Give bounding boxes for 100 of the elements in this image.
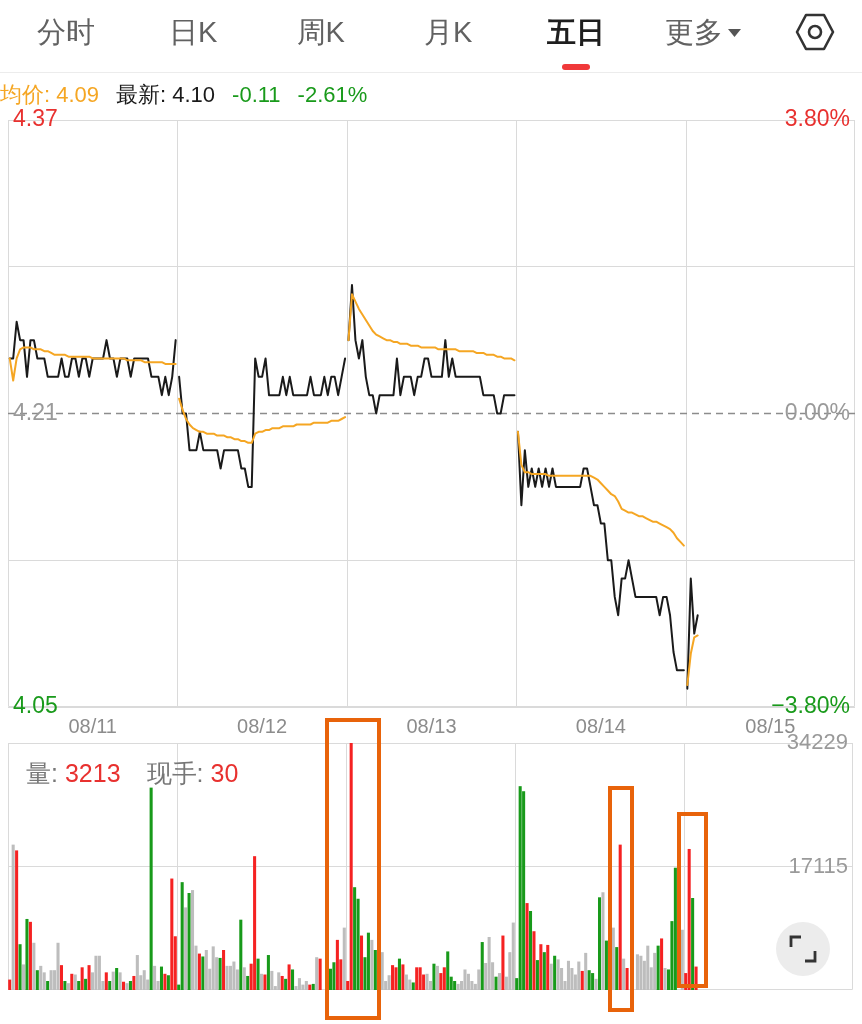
text: 五日 <box>546 15 605 50</box>
bar <box>118 972 122 990</box>
text: 月K <box>424 15 473 50</box>
bar <box>153 965 157 990</box>
bar <box>8 979 12 990</box>
bar <box>618 844 622 990</box>
bar <box>349 743 353 990</box>
bar <box>397 958 401 990</box>
bar <box>442 967 446 990</box>
bar <box>373 949 377 990</box>
bar <box>587 970 591 990</box>
bar <box>401 964 405 990</box>
bar <box>190 890 195 990</box>
bar <box>259 973 264 990</box>
bar <box>187 892 191 990</box>
bar <box>104 972 108 990</box>
bar <box>256 958 260 990</box>
bar <box>77 981 81 990</box>
bar <box>542 952 546 990</box>
bar <box>263 974 267 990</box>
bar <box>370 939 374 990</box>
bar <box>18 944 22 990</box>
bar <box>391 965 395 990</box>
text: -0.11 <box>232 82 281 108</box>
bar <box>646 945 650 990</box>
bar <box>466 973 470 990</box>
y2-tick-label: 0.00% <box>784 398 850 425</box>
text: 周K <box>296 15 345 50</box>
text: 更多 <box>665 15 724 50</box>
bar <box>21 964 26 990</box>
x-tick-label: 08/13 <box>406 714 457 737</box>
x-tick-label: 08/12 <box>237 714 288 737</box>
bar <box>35 970 39 990</box>
bar <box>222 949 226 990</box>
bar <box>577 961 581 990</box>
bar <box>418 967 422 990</box>
y-tick-label: 4.05 <box>13 692 58 719</box>
bar <box>84 978 88 990</box>
bar <box>487 936 491 990</box>
bar <box>59 965 63 990</box>
bar <box>32 942 36 990</box>
bar <box>291 969 295 990</box>
annotation: 量: <box>26 757 58 789</box>
bar <box>549 963 553 990</box>
bar <box>535 960 539 990</box>
bar <box>532 931 536 990</box>
bar <box>132 975 136 990</box>
bar <box>246 975 250 990</box>
bar <box>394 967 398 990</box>
y-tick-label: 17115 <box>788 852 848 878</box>
bar <box>511 922 515 990</box>
bar <box>480 942 484 990</box>
bar <box>39 965 43 990</box>
bar <box>87 965 91 990</box>
text: 分时 <box>36 15 95 50</box>
bar <box>660 938 664 990</box>
text: -2.61% <box>297 82 368 108</box>
bar <box>580 970 584 990</box>
bar <box>170 878 174 990</box>
bar <box>635 954 639 990</box>
bar <box>49 970 53 990</box>
bar <box>287 964 291 990</box>
bar <box>304 981 308 990</box>
bar <box>80 967 84 990</box>
bar <box>691 898 695 990</box>
bar <box>115 968 119 990</box>
bar <box>149 787 153 990</box>
bar <box>142 970 146 990</box>
bar <box>525 903 529 990</box>
bar <box>15 850 19 990</box>
annotation: 3213 <box>64 758 121 788</box>
bar <box>673 867 677 990</box>
bar <box>184 907 188 990</box>
bar <box>46 981 50 990</box>
x-tick-label: 08/11 <box>68 714 117 737</box>
bar <box>239 919 243 990</box>
bar <box>335 939 339 990</box>
annotation: 现手: <box>146 757 204 789</box>
bar <box>211 946 215 990</box>
bar <box>553 955 557 990</box>
bar <box>501 935 505 990</box>
bar <box>656 945 660 990</box>
text: 日K <box>169 15 218 50</box>
bar <box>332 962 336 990</box>
bar <box>446 951 450 990</box>
bar <box>584 952 588 990</box>
bar <box>359 935 364 990</box>
bar <box>625 968 629 990</box>
bar <box>546 944 550 990</box>
text: 最新: 4.10 <box>116 81 216 109</box>
bar <box>597 897 602 990</box>
bar <box>253 856 257 990</box>
bar <box>94 955 98 990</box>
bar <box>680 929 684 990</box>
bar <box>687 848 691 990</box>
bar <box>653 952 657 990</box>
bar <box>56 942 60 990</box>
bar <box>477 969 481 990</box>
bar <box>108 981 112 990</box>
bar <box>159 966 164 990</box>
